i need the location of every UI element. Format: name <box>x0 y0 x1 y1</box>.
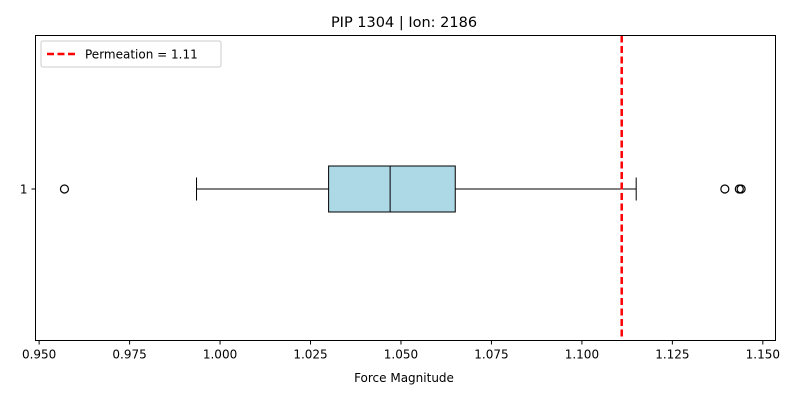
x-tick-label: 1.125 <box>655 348 689 362</box>
chart-title: PIP 1304 | Ion: 2186 <box>331 15 477 31</box>
legend-label: Permeation = 1.11 <box>85 48 198 62</box>
x-tick-label: 1.000 <box>203 348 237 362</box>
outlier-point <box>720 184 730 194</box>
x-tick-label: 1.150 <box>746 348 780 362</box>
box-iqr <box>328 165 456 213</box>
x-axis-ticks: 0.950 0.975 1.000 1.025 1.050 1.075 1.100 1.125… <box>22 340 780 362</box>
outlier-point <box>736 184 746 194</box>
legend-box <box>40 40 222 68</box>
x-tick-label: 1.025 <box>293 348 327 362</box>
x-axis-label: Force Magnitude <box>354 371 454 385</box>
plot-marks <box>59 35 746 341</box>
legend: Permeation = 1.11 <box>40 40 222 68</box>
x-tick-label: 0.950 <box>22 348 56 362</box>
outlier-point <box>59 184 70 194</box>
x-tick-label: 1.100 <box>565 348 599 362</box>
x-tick-label: 1.050 <box>384 348 418 362</box>
y-tick-label: 1 <box>20 183 28 197</box>
y-axis-ticks: 1 <box>20 183 36 197</box>
x-tick-label: 0.975 <box>112 348 146 362</box>
plot-frame <box>35 35 776 341</box>
x-tick-label: 1.075 <box>474 348 508 362</box>
